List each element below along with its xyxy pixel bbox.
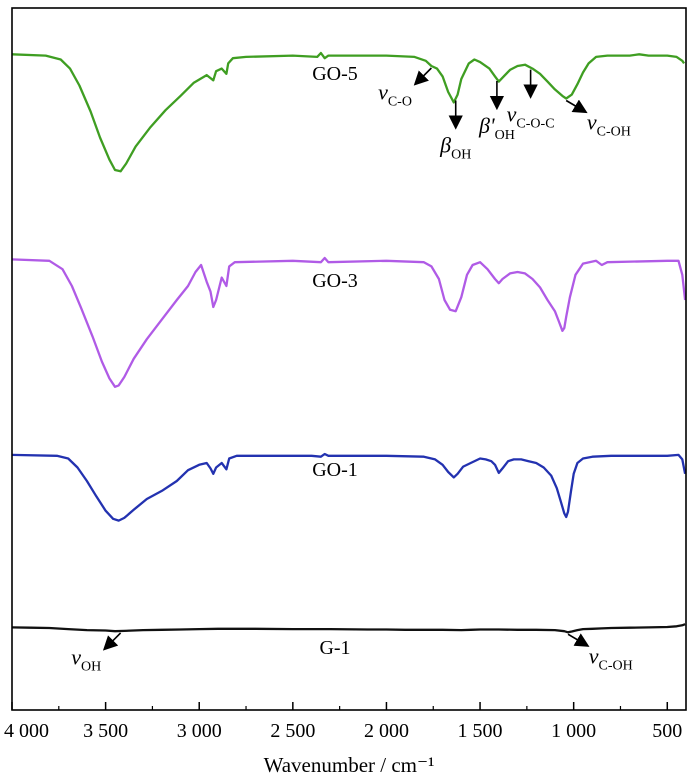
x-tick-label: 500	[652, 720, 682, 742]
x-axis-label: Wavenumber / cm⁻¹	[264, 753, 435, 777]
peak-annotation: β'OH	[478, 113, 515, 143]
annotation-arrow	[413, 67, 432, 86]
plot-frame	[11, 7, 687, 711]
peak-annotation: νC-OH	[589, 643, 633, 673]
x-tick-label: 1 500	[458, 720, 503, 742]
spectra-group: GO-5 GO-3 GO-1 G-1	[11, 51, 687, 659]
series-label-go-5: GO-5	[312, 63, 358, 85]
x-tick-label: 1 000	[551, 720, 596, 742]
annotation-arrow	[565, 99, 588, 114]
annotation-arrow	[567, 633, 590, 647]
peak-annotation: νC-O-C	[507, 102, 555, 132]
peak-annotation: νOH	[71, 644, 101, 674]
peak-annotation: νC-OH	[587, 110, 631, 140]
series-line-go-3	[11, 256, 687, 388]
series-label-go-3: GO-3	[312, 270, 358, 292]
x-tick-label: 3 500	[83, 720, 128, 742]
x-tick-label: 3 000	[177, 720, 222, 742]
series-line-g-1	[11, 623, 686, 634]
annotation-arrow	[102, 632, 122, 651]
series-line-go-5	[11, 51, 686, 173]
series-label-g-1: G-1	[319, 637, 350, 659]
x-tick-label: 4 000	[4, 720, 49, 742]
x-axis: 4 000 3 500 3 000 2 500 2 000 1 500 1 000 500	[4, 702, 682, 742]
x-tick-label: 2 500	[270, 720, 315, 742]
series-line-go-1	[11, 452, 687, 522]
x-tick-label: 2 000	[364, 720, 409, 742]
peak-annotation: νC-O	[378, 79, 412, 109]
peak-annotation: βOH	[439, 133, 471, 163]
series-label-go-1: GO-1	[312, 459, 358, 481]
